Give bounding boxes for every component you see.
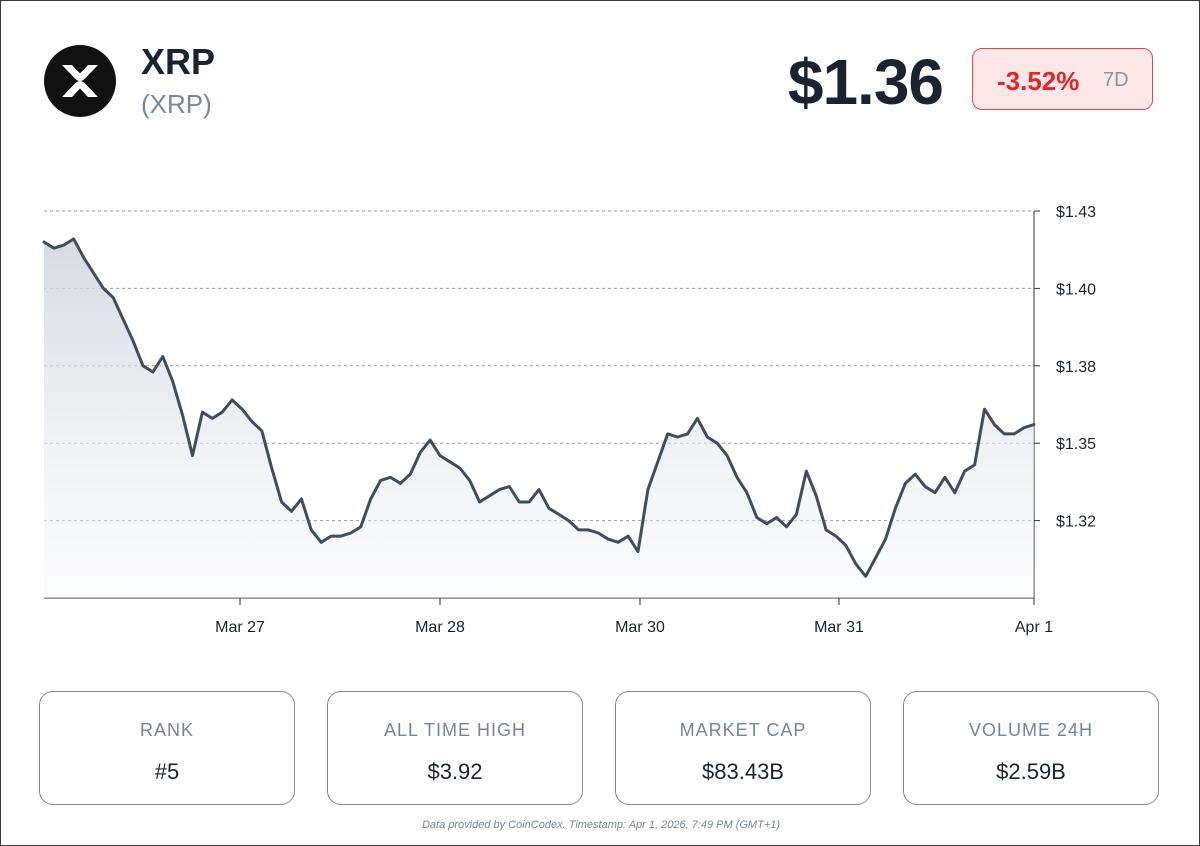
stat-ath-label: ALL TIME HIGH	[383, 720, 527, 740]
data-source-footer: Data provided by CoinCodex. Timestamp: A…	[421, 819, 781, 831]
y-tick-label: $1.40	[1056, 281, 1096, 298]
y-tick-label: $1.43	[1056, 204, 1096, 221]
xrp-logo-icon	[44, 45, 116, 117]
price-series-line	[42, 237, 1036, 578]
y-tick-label: $1.38	[1056, 359, 1096, 376]
stat-all-time-high: ALL TIME HIGH $3.92	[327, 691, 583, 805]
stat-volume-label: VOLUME 24H	[968, 720, 1094, 740]
stat-rank: RANK #5	[39, 691, 295, 805]
y-tick-label: $1.35	[1056, 436, 1096, 453]
coin-ticker: (XRP)	[141, 89, 212, 119]
price-change-percent: -3.52%	[997, 66, 1080, 96]
y-tick-label: $1.32	[1056, 514, 1096, 531]
coin-name: XRP	[141, 41, 216, 82]
stat-market-cap: MARKET CAP $83.43B	[615, 691, 871, 805]
current-price: $1.36	[787, 46, 944, 118]
price-chart: $1.43 $1.40 $1.38 $1.35 $1.32 Mar 27 Mar 28 Mar…	[42, 204, 1096, 636]
stat-volume-value: $2.59B	[996, 759, 1066, 784]
x-tick-label: Apr 1	[1015, 619, 1053, 636]
x-tick-label: Mar 28	[415, 619, 465, 636]
price-area-fill	[44, 238, 1034, 598]
stat-market-cap-label: MARKET CAP	[679, 720, 807, 740]
stat-ath-value: $3.92	[427, 759, 483, 784]
stat-rank-value: #5	[154, 759, 180, 784]
stat-volume-24h: VOLUME 24H $2.59B	[903, 691, 1159, 805]
stat-market-cap-value: $83.43B	[702, 759, 784, 784]
x-tick-label: Mar 31	[814, 619, 864, 636]
stat-rank-label: RANK	[139, 720, 194, 740]
price-change-period: 7D	[1103, 69, 1129, 91]
x-tick-label: Mar 27	[215, 619, 265, 636]
x-tick-label: Mar 30	[615, 619, 665, 636]
price-change-badge: -3.52% 7D	[972, 48, 1153, 110]
